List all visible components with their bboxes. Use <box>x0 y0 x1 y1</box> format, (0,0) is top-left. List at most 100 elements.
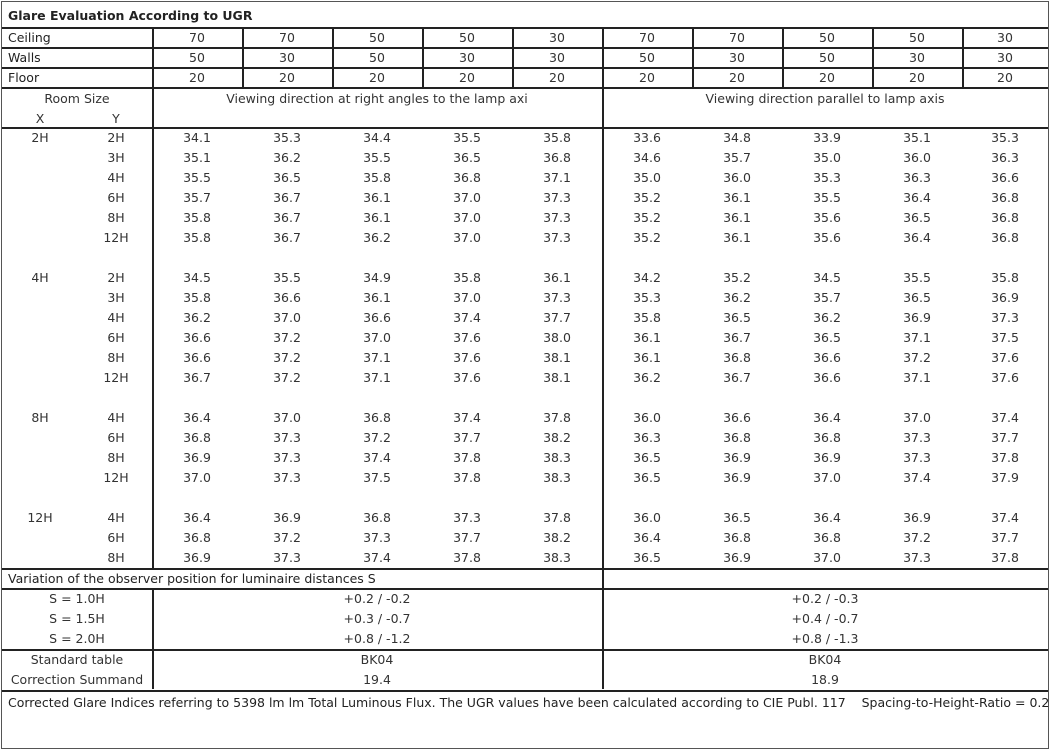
ugr-value: 36.5 <box>453 150 481 165</box>
ugr-value: 36.3 <box>903 170 931 185</box>
ugr-value: 36.4 <box>633 530 661 545</box>
ugr-value: 36.5 <box>723 510 751 525</box>
ugr-value: 37.0 <box>813 550 841 565</box>
ugr-value: 37.3 <box>363 530 391 545</box>
ugr-value: 35.0 <box>633 170 661 185</box>
reflectance-value: 30 <box>997 50 1013 65</box>
ugr-value: 37.2 <box>273 530 301 545</box>
ugr-value: 37.6 <box>991 350 1019 365</box>
divider <box>692 28 694 88</box>
ugr-value: 35.6 <box>813 230 841 245</box>
ugr-value: 35.7 <box>813 290 841 305</box>
ugr-value: 36.9 <box>183 450 211 465</box>
ugr-value: 36.8 <box>543 150 571 165</box>
divider <box>152 589 154 689</box>
ugr-value: 35.3 <box>273 130 301 145</box>
ugr-value: 36.5 <box>633 470 661 485</box>
ugr-value: 35.5 <box>903 270 931 285</box>
ugr-value: 37.3 <box>273 550 301 565</box>
ugr-value: 33.6 <box>633 130 661 145</box>
variation-label: S = 1.5H <box>49 611 105 626</box>
ugr-value: 36.9 <box>723 550 751 565</box>
ugr-value: 37.8 <box>991 450 1019 465</box>
ugr-value: 35.1 <box>183 150 211 165</box>
ugr-value: 36.6 <box>363 310 391 325</box>
ugr-value: 35.8 <box>183 290 211 305</box>
divider <box>512 28 514 88</box>
ugr-value: 35.8 <box>363 170 391 185</box>
ugr-value: 37.2 <box>273 350 301 365</box>
direction-right-angles-header: Viewing direction at right angles to the… <box>226 91 528 106</box>
ugr-value: 37.1 <box>903 370 931 385</box>
divider <box>2 87 1048 89</box>
ugr-value: 37.2 <box>273 370 301 385</box>
ugr-value: 38.1 <box>543 370 571 385</box>
variation-parallel: +0.8 / -1.3 <box>791 631 859 646</box>
reflectance-value: 20 <box>279 70 295 85</box>
ugr-value: 37.4 <box>453 410 481 425</box>
ugr-value: 38.1 <box>543 350 571 365</box>
ugr-value: 37.9 <box>991 470 1019 485</box>
ugr-value: 35.6 <box>813 210 841 225</box>
ugr-value: 35.3 <box>813 170 841 185</box>
ugr-value: 36.5 <box>813 330 841 345</box>
room-y-value: 6H <box>107 330 125 345</box>
ugr-value: 36.5 <box>903 210 931 225</box>
standard-table-right-angles: BK04 <box>360 652 394 667</box>
y-label: Y <box>112 111 120 126</box>
ugr-value: 37.6 <box>453 370 481 385</box>
ugr-value: 36.6 <box>813 370 841 385</box>
reflectance-value: 30 <box>549 50 565 65</box>
ugr-value: 37.6 <box>453 350 481 365</box>
room-y-value: 3H <box>107 150 125 165</box>
ugr-value: 36.2 <box>363 230 391 245</box>
divider <box>602 88 604 568</box>
ugr-value: 36.9 <box>183 550 211 565</box>
correction-summand-right-angles: 19.4 <box>363 672 391 687</box>
ugr-value: 37.1 <box>363 370 391 385</box>
ugr-value: 36.1 <box>363 190 391 205</box>
reflectance-value: 20 <box>459 70 475 85</box>
ugr-value: 35.2 <box>633 190 661 205</box>
page-title: Glare Evaluation According to UGR <box>8 8 253 23</box>
reflectance-value: 50 <box>189 50 205 65</box>
room-y-value: 2H <box>107 130 125 145</box>
ugr-value: 35.8 <box>183 210 211 225</box>
ugr-value: 37.5 <box>991 330 1019 345</box>
ugr-value: 37.0 <box>273 410 301 425</box>
divider <box>2 568 1048 570</box>
ugr-value: 36.4 <box>813 510 841 525</box>
ugr-value: 36.7 <box>723 330 751 345</box>
reflectance-value: 30 <box>909 50 925 65</box>
ugr-value: 36.2 <box>813 310 841 325</box>
ugr-value: 36.9 <box>723 470 751 485</box>
ugr-value: 34.2 <box>633 270 661 285</box>
ugr-value: 36.5 <box>633 450 661 465</box>
divider <box>872 28 874 88</box>
divider <box>2 127 1048 129</box>
divider <box>2 588 1048 590</box>
ugr-value: 36.1 <box>363 290 391 305</box>
ugr-value: 34.6 <box>633 150 661 165</box>
ugr-value: 36.6 <box>723 410 751 425</box>
ugr-value: 37.3 <box>273 450 301 465</box>
ugr-value: 36.2 <box>723 290 751 305</box>
ugr-value: 36.4 <box>813 410 841 425</box>
ugr-value: 36.8 <box>183 430 211 445</box>
ugr-value: 35.2 <box>633 230 661 245</box>
ugr-value: 36.8 <box>991 190 1019 205</box>
divider <box>242 28 244 88</box>
footnote: Corrected Glare Indices referring to 539… <box>8 695 1050 710</box>
ugr-value: 36.8 <box>991 230 1019 245</box>
reflectance-value: 20 <box>189 70 205 85</box>
ugr-value: 37.0 <box>363 330 391 345</box>
ugr-value: 36.7 <box>273 230 301 245</box>
ugr-value: 36.8 <box>183 530 211 545</box>
reflectance-value: 30 <box>279 50 295 65</box>
correction-summand-label: Correction Summand <box>10 672 144 687</box>
ugr-value: 36.8 <box>453 170 481 185</box>
ugr-value: 37.8 <box>453 550 481 565</box>
ugr-value: 36.1 <box>633 350 661 365</box>
direction-parallel-header: Viewing direction parallel to lamp axis <box>705 91 945 106</box>
reflectance-value: 50 <box>819 30 835 45</box>
